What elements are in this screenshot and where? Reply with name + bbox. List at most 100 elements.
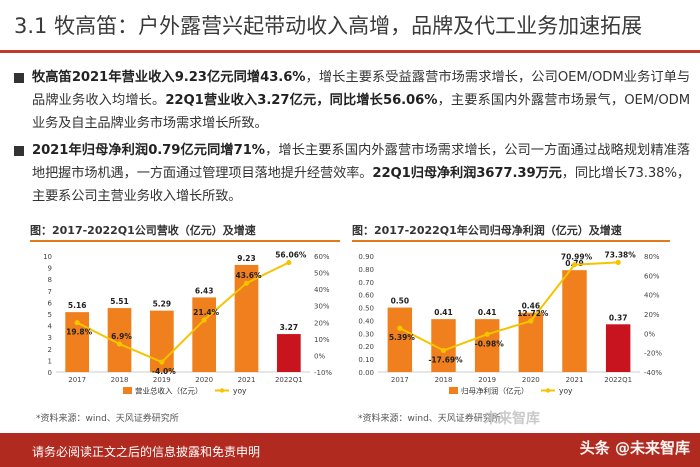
yoy-value-label: 19.8% [66, 328, 93, 337]
footer-watermark: 头条 @未来智库 [579, 439, 690, 457]
bar [387, 307, 413, 372]
y2-tick-label: 20% [314, 319, 330, 327]
legend-label-bar: 归母净利润（亿元） [461, 386, 529, 396]
y-tick-label: 0.40 [358, 317, 374, 325]
yoy-point [571, 262, 578, 268]
y2-tick-label: 40% [314, 286, 330, 294]
bar-value-label: 0.41 [434, 308, 453, 317]
x-tick-label: 2018 [111, 376, 129, 384]
bullet-bold-segment: 22Q1归母净利润3677.39万元 [372, 166, 562, 181]
bullet-text: 2021年归母净利润0.79亿元同增71%，增长主要系国内外露营市场需求增长，公… [32, 139, 690, 208]
y-tick-label: 0.00 [358, 369, 374, 377]
y-tick-label: 0.80 [358, 266, 374, 274]
bullet-segment: ，增长主要系受益露营市场需求增长，公司OEM/ODM业务订单与品牌业务收入均增长… [32, 70, 690, 108]
yoy-value-label: 6.9% [111, 332, 132, 341]
y2-tick-label: -10% [314, 369, 332, 377]
y2-tick-label: 20% [644, 311, 660, 319]
y-tick-label: 5 [48, 311, 52, 319]
revenue-chart: 0 1 2 3 4 5 6 7 8 9 10 60% 50% 40% 30% 20% 10% 0% -10% 5.16… [43, 251, 332, 396]
x-tick-label: 2018 [435, 376, 453, 384]
bar-value-label: 0.50 [391, 297, 410, 306]
footer-disclaimer: 请务必阅读正文之后的信息披露和免责申明 [32, 445, 261, 459]
y-tick-label: 0.50 [358, 305, 374, 313]
bar-value-label: 0.46 [522, 302, 541, 311]
bar [605, 324, 631, 372]
x-tick-label: 2019 [153, 376, 171, 384]
y-tick-label: 0.20 [358, 343, 374, 351]
yoy-value-label: 56.06% [275, 251, 307, 260]
bar [65, 312, 90, 372]
yoy-point [159, 359, 165, 365]
yoy-point [440, 347, 447, 354]
y2-tick-label: 30% [314, 303, 330, 311]
yoy-point [243, 280, 250, 286]
bar [474, 319, 500, 372]
legend-swatch-bar [123, 387, 132, 394]
bar [234, 264, 259, 372]
yoy-value-label: 21.4% [193, 308, 220, 317]
bullet-bold-segment: 2021年归母净利润0.79亿元同增71% [32, 143, 265, 158]
yoy-point [397, 325, 403, 331]
yoy-point [484, 331, 490, 337]
y-tick-label: 7 [48, 288, 52, 296]
legend-swatch-point [545, 388, 551, 393]
yoy-value-label: -17.69% [428, 355, 463, 364]
legend-swatch-bar [449, 387, 458, 394]
bullet-square-icon [14, 146, 24, 156]
yoy-point [286, 259, 292, 266]
legend-swatch-point [219, 388, 225, 393]
bullet-segment: ，增长主要系国内外露营市场需求增长，公司一方面通过战略规划精准落地把握市场机遇，… [32, 143, 690, 181]
chart-title-profit: 图：2017-2022Q1年公司归母净利润（亿元）及增速 [352, 224, 622, 237]
y-tick-label: 4 [48, 323, 53, 331]
yoy-value-label: -0.98% [475, 339, 505, 348]
y-tick-label: 10 [43, 253, 52, 261]
watermark-logo: 未来智库 [484, 411, 540, 427]
x-tick-label: 2017 [391, 376, 409, 384]
x-tick-label: 2022Q1 [275, 376, 303, 384]
legend-label-line: yoy [559, 387, 573, 396]
y-tick-label: 2 [48, 346, 52, 354]
y-tick-label: 6 [48, 299, 53, 307]
y2-tick-label: 80% [644, 253, 660, 261]
bullet-item-revenue: 牧高笛2021年营业收入9.23亿元同增43.6%，增长主要系受益露营市场需求增… [14, 66, 690, 135]
bar-value-label: 9.23 [237, 254, 256, 263]
y2-tick-label: 60% [644, 272, 660, 280]
y-tick-label: 0.60 [358, 292, 374, 300]
x-tick-label: 2022Q1 [604, 376, 632, 384]
x-tick-label: 2020 [195, 376, 213, 384]
yoy-value-label: 43.6% [235, 271, 262, 280]
x-tick-label: 2020 [522, 376, 540, 384]
page-title: 3.1 牧高笛：户外露营兴起带动收入高增，品牌及代工业务加速拓展 [14, 14, 643, 38]
bar-value-label: 5.51 [110, 297, 129, 306]
x-tick-label: 2019 [478, 376, 496, 384]
y-tick-label: 0.10 [358, 356, 374, 364]
yoy-value-label: 73.38% [605, 250, 637, 259]
bar-value-label: 3.27 [280, 323, 299, 332]
yoy-value-label: 12.72% [517, 309, 549, 318]
legend-label-line: yoy [233, 387, 247, 396]
y-tick-label: 0 [48, 369, 52, 377]
chart-source-revenue: *资料来源：wind、天风证券研究所 [36, 414, 179, 424]
y-tick-label: 0.70 [358, 279, 374, 287]
chart-rule-revenue [30, 240, 340, 242]
yoy-value-label: 70.99% [561, 253, 593, 262]
yoy-line [399, 261, 619, 352]
y-tick-label: 9 [48, 265, 52, 273]
chart-title-revenue: 图：2017-2022Q1公司营收（亿元）及增速 [30, 224, 256, 237]
bullet-segment: ，同比增长73.38%，主要系公司主营业务收入增长所致。 [32, 166, 690, 204]
chart-source-profit: *资料来源：wind、天风证券研究所 [358, 414, 501, 424]
y2-tick-label: 50% [314, 270, 330, 278]
x-tick-label: 2021 [566, 376, 584, 384]
y-tick-label: 3 [48, 334, 52, 342]
y2-tick-label: 0% [314, 352, 325, 360]
bullet-list: 牧高笛2021年营业收入9.23亿元同增43.6%，增长主要系受益露营市场需求增… [14, 66, 690, 212]
yoy-point [201, 317, 207, 323]
y-tick-label: 0.90 [358, 253, 374, 261]
y2-tick-label: 0% [644, 330, 655, 338]
y2-tick-label: 60% [314, 253, 330, 261]
x-tick-label: 2017 [68, 376, 86, 384]
footer-bar: 请务必阅读正文之后的信息披露和免责申明 头条 @未来智库 [0, 433, 700, 467]
bar [562, 270, 587, 372]
bar [276, 334, 301, 372]
bar-value-label: 0.41 [478, 308, 497, 317]
